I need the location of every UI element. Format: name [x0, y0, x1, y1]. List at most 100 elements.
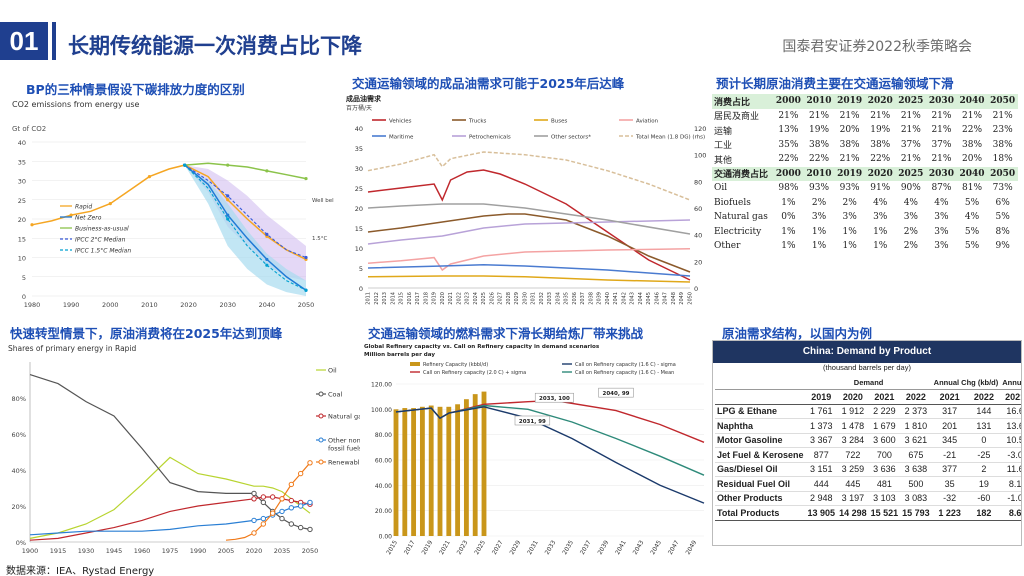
header-cell: 2019 [834, 166, 865, 181]
series-line-aviation [367, 248, 691, 272]
table-cell: 21% [931, 125, 952, 136]
header-cell: 2022 [900, 389, 932, 405]
x-tick-label: 2013 [382, 292, 388, 305]
series-line-net-zero [184, 164, 307, 291]
header-cell: 2020 [864, 94, 896, 109]
table-cell: 1 679 [868, 418, 901, 434]
table-cell: 700 [868, 447, 901, 463]
y-tick-label: 0.00 [379, 534, 393, 541]
x-tick-label: 2042 [621, 292, 627, 305]
y-tick-label: 40% [12, 467, 26, 475]
header-cell: 2019 [834, 94, 865, 109]
table-cell: 87% [931, 183, 952, 194]
table-cell: 1% [781, 226, 796, 237]
data-point-other-non-fossil-fuels [288, 505, 295, 511]
table-cell: 其他 [714, 155, 733, 166]
table-cell: 22% [778, 154, 799, 165]
table-consumption-share: 消费占比 2000 2010 2019 2020 2025 2030 2040 2050 居民及商… [712, 94, 1020, 290]
table-cell: 2% [903, 226, 918, 237]
y-tick-label: 0 [22, 293, 26, 301]
y-axis-label: Gt of CO2 [12, 125, 46, 133]
chart-subtitle: 百万桶/天 [346, 104, 372, 112]
data-point-natural-gas [251, 496, 257, 502]
legend-label: Renewables [328, 459, 360, 467]
table-row: Total Products 13 905 14 298 15 521 15 793 1 … [715, 505, 1021, 521]
header-cell: 2000 [773, 94, 804, 109]
table-cell: 20% [962, 154, 983, 165]
header-cell: 2022 [967, 389, 1001, 405]
table-cell: 11.6 [1000, 462, 1021, 477]
table-cell: 0% [781, 212, 796, 223]
annotation-1-5c: 1.5°C [312, 236, 327, 242]
legend-label: Net Zero [75, 215, 102, 222]
table-row: Gas/Diesel Oil 3 151 3 259 3 636 3 638 377 2 11… [715, 462, 1021, 477]
y-tick-label: 35 [18, 158, 26, 166]
y-tick-label: 80.00 [375, 432, 392, 439]
table-header-row: 消费占比 2000 2010 2019 2020 2025 2030 2040 2050 [712, 94, 1018, 109]
table-cell: 445 [837, 476, 869, 492]
table-cell: 5% [964, 241, 980, 252]
table-cell: 5% [964, 226, 980, 237]
table-cell: 1 912 [837, 404, 869, 419]
x-tick-label: 2023 [456, 539, 470, 556]
chart-title: Global Refinery capacity vs. Call on Ref… [364, 344, 600, 350]
table-cell: -32 [931, 491, 968, 506]
table-cell: 15 793 [900, 505, 932, 521]
header-cell: 2020 [864, 166, 896, 181]
x-tick-label: 2025 [473, 539, 487, 556]
x-tick-label: 2047 [663, 292, 669, 305]
y-tick-label: 60% [12, 431, 26, 439]
x-tick-label: 2020 [440, 292, 446, 305]
x-tick-label: 2022 [456, 292, 462, 305]
table-cell: 38% [992, 139, 1013, 150]
table-cell: 35% [778, 139, 799, 150]
table-cell: 13 905 [805, 505, 838, 521]
table-cell: 3 621 [900, 433, 932, 448]
header-cell: 2020 [837, 389, 869, 405]
table-cell: 13.6 [1000, 418, 1021, 434]
series-line-ipcc-1-5-c-median [184, 164, 307, 291]
chart-oil-product-demand: 成品油需求 百万桶/天 0 5 10 15 20 25 30 35 40 0 20 40 60 80 100 12… [344, 92, 714, 314]
data-point-ipcc-2-c-median [304, 255, 308, 260]
header-cell: 2021 [1000, 389, 1021, 405]
bar-refinery-capacity [393, 409, 399, 536]
y-tick-label-left: 10 [355, 245, 363, 253]
x-tick-label: 2046 [654, 292, 660, 305]
header-cell: 2010 [803, 94, 835, 109]
header-cell: 2025 [895, 166, 927, 181]
table-cell: 21% [839, 154, 860, 165]
table-cell: 13% [778, 125, 799, 136]
x-tick-label: 2035 [564, 292, 570, 305]
table-cell: 14 298 [837, 505, 869, 521]
table-cell: 18% [992, 154, 1013, 165]
data-point-rapid [30, 223, 34, 227]
x-tick-label: 2044 [638, 292, 644, 305]
data-point-rapid [108, 202, 112, 206]
series-line-renewables [225, 462, 311, 541]
x-tick-label: 2029 [509, 539, 523, 556]
table-cell: 73% [992, 183, 1013, 194]
table-cell: 20% [839, 125, 860, 136]
legend-label: Call on Refinery capacity (2.0 C) + sigm… [423, 370, 526, 376]
y-tick-label-right: 100 [694, 152, 706, 160]
data-point-business-as-usual [265, 169, 269, 173]
legend-label: Rapid [75, 204, 92, 211]
legend-label: Natural gas [328, 413, 360, 421]
header-cell: 2010 [803, 166, 835, 181]
series-line-rapid [31, 164, 307, 261]
x-tick-label: 2037 [579, 539, 593, 556]
table-cell: Natural gas [714, 212, 768, 223]
table-cell: 481 [868, 476, 901, 492]
x-tick-label: 2021 [448, 292, 454, 305]
legend-label: Petrochemicals [469, 135, 511, 141]
table-cell: 19% [809, 125, 830, 136]
x-tick-label: 2043 [630, 292, 636, 305]
table-cell: 1% [873, 226, 888, 237]
x-tick-label: 2021 [438, 539, 452, 556]
table-cell: 10.5 [1000, 433, 1021, 448]
table-cell: 722 [837, 447, 869, 463]
table-cell: 2 948 [805, 491, 838, 506]
legend-label: Vehicles [389, 119, 412, 125]
table-cell: 22% [870, 154, 891, 165]
